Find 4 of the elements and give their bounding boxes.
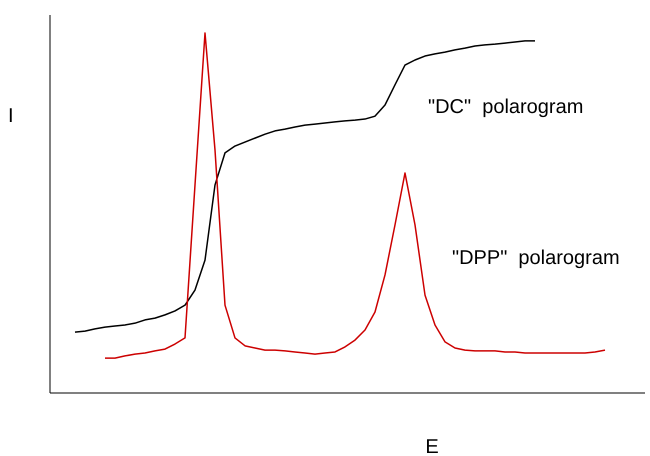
series-label: "DC" polarogram [428, 96, 584, 118]
y-axis-title: I [8, 105, 14, 127]
x-axis-title: E [425, 436, 439, 456]
series-label: "DPP" polarogram [452, 247, 620, 269]
